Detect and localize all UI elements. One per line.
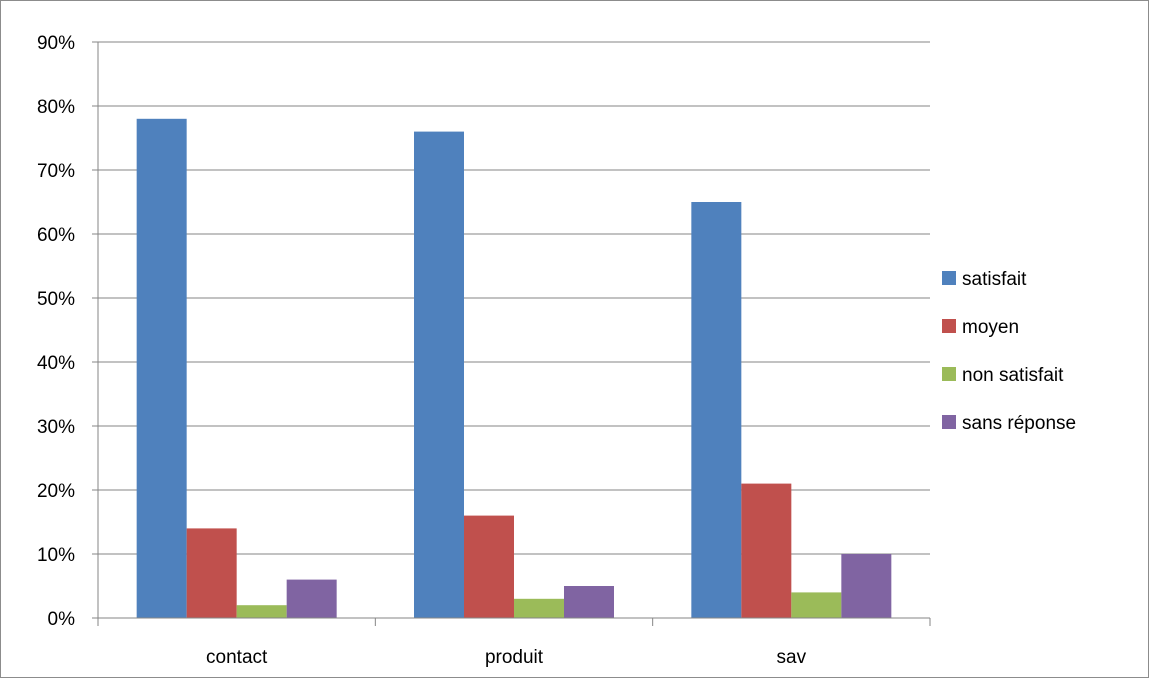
x-tick-label: sav xyxy=(777,647,807,668)
y-tick-label: 60% xyxy=(37,225,75,246)
bar-moyen-sav xyxy=(741,483,792,618)
axes xyxy=(92,41,931,626)
bar-sans-réponse-produit xyxy=(564,586,614,618)
legend-swatch xyxy=(942,415,956,429)
bar-moyen-produit xyxy=(464,515,514,618)
y-tick-label: 40% xyxy=(37,353,75,374)
legend-label: moyen xyxy=(962,317,1019,338)
y-tick-label: 90% xyxy=(37,33,75,54)
legend: satisfait moyen non satisfait sans réponse xyxy=(942,269,1076,434)
bar-moyen-contact xyxy=(186,528,237,618)
y-tick-label: 20% xyxy=(37,481,75,502)
legend-swatch xyxy=(942,271,956,285)
x-tick-label: contact xyxy=(206,647,268,668)
bar-non-satisfait-sav xyxy=(791,592,842,618)
legend-label: non satisfait xyxy=(962,365,1064,386)
y-tick-label: 30% xyxy=(37,417,75,438)
x-axis-tick-labels: contact produit sav xyxy=(206,647,807,668)
y-axis-tick-labels: 0% 10% 20% 30% 40% 50% 60% 70% 80% 90% xyxy=(37,33,75,630)
bar-satisfait-sav xyxy=(691,202,742,618)
y-tick-label: 0% xyxy=(48,609,76,630)
y-tick-label: 70% xyxy=(37,161,75,182)
legend-swatch xyxy=(942,367,956,381)
y-tick-label: 50% xyxy=(37,289,75,310)
bar-sans-réponse-contact xyxy=(286,579,337,618)
bar-satisfait-produit xyxy=(414,131,464,618)
bar-sans-réponse-sav xyxy=(841,554,892,618)
y-tick-label: 80% xyxy=(37,97,75,118)
bar-non-satisfait-contact xyxy=(236,605,287,618)
bar-non-satisfait-produit xyxy=(514,598,564,618)
legend-label: sans réponse xyxy=(962,413,1076,434)
y-tick-label: 10% xyxy=(37,545,75,566)
bar-satisfait-contact xyxy=(136,118,187,619)
legend-swatch xyxy=(942,319,956,333)
bars xyxy=(136,118,892,619)
legend-label: satisfait xyxy=(962,269,1027,290)
gridlines xyxy=(98,41,930,555)
x-tick-label: produit xyxy=(485,647,544,668)
